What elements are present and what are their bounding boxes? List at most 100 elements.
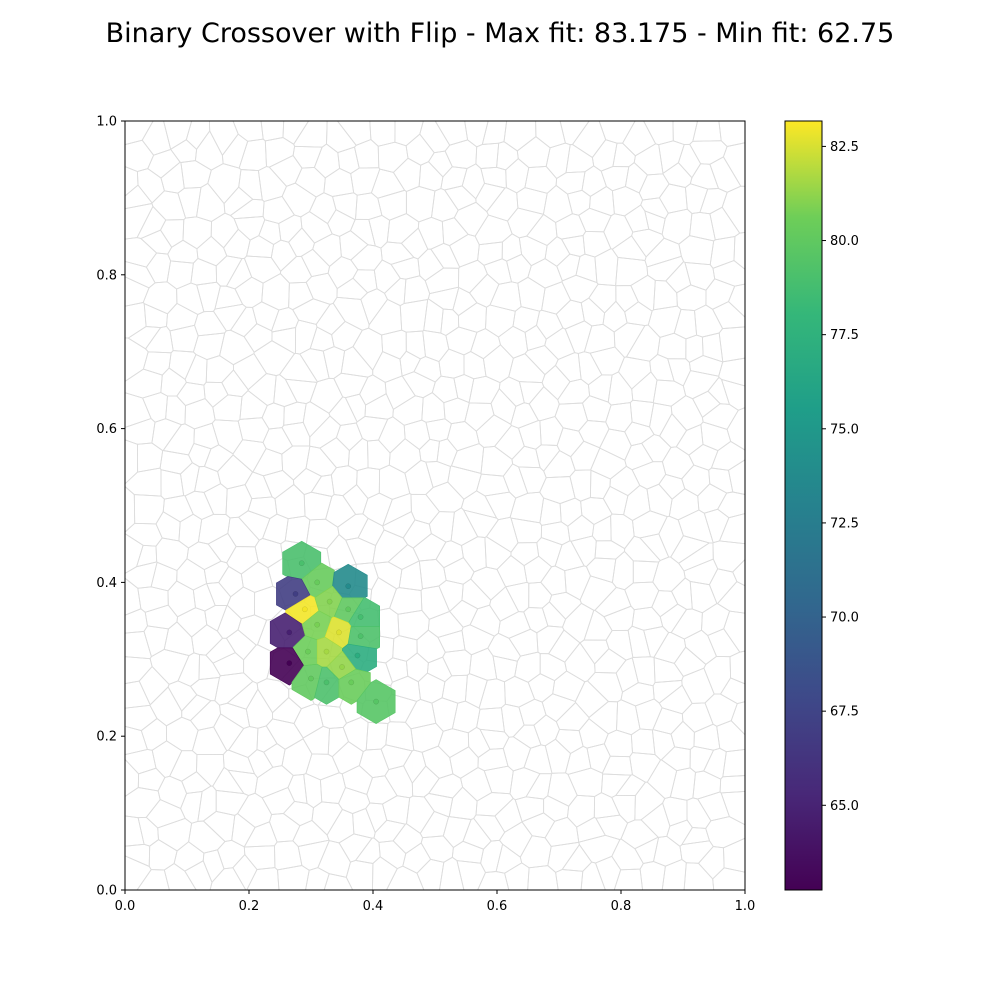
background-cell <box>229 198 265 220</box>
background-cell <box>425 481 465 513</box>
background-cell <box>264 137 296 168</box>
background-cell <box>223 228 251 260</box>
background-cell <box>721 185 745 234</box>
background-cell <box>327 209 356 237</box>
background-cell <box>145 325 174 354</box>
background-cell <box>709 206 741 241</box>
background-cell <box>176 607 208 638</box>
background-cell <box>697 483 728 514</box>
data-point <box>305 648 311 655</box>
background-cell <box>524 324 547 352</box>
background-cell <box>317 704 348 729</box>
background-cell <box>309 415 342 449</box>
background-cell <box>475 142 500 169</box>
data-point <box>357 633 364 640</box>
background-cell <box>478 678 506 710</box>
data-point <box>348 679 355 686</box>
data-point <box>323 648 330 655</box>
background-cell <box>701 403 739 430</box>
background-cell <box>624 581 660 611</box>
background-cell <box>566 794 596 828</box>
background-cell <box>555 299 585 330</box>
background-cell <box>536 625 565 655</box>
background-cell <box>665 261 692 294</box>
y-tick-label: 1.0 <box>96 115 117 130</box>
background-cell <box>160 161 185 194</box>
background-cell <box>670 720 695 750</box>
background-cell <box>360 288 389 326</box>
background-cell <box>411 765 440 798</box>
background-cell <box>545 142 571 180</box>
background-cell <box>251 301 280 332</box>
background-cell <box>136 168 165 204</box>
background-cell <box>661 446 695 480</box>
background-cell <box>667 358 691 387</box>
background-cell <box>692 121 722 142</box>
background-cell <box>339 230 369 261</box>
background-cell <box>501 233 523 262</box>
background-cell <box>377 141 409 173</box>
background-cell <box>603 213 634 250</box>
background-cell <box>166 302 199 332</box>
background-cell <box>243 821 278 848</box>
background-cell <box>260 121 285 142</box>
background-cell <box>615 256 649 287</box>
background-cell <box>709 156 742 193</box>
background-cell <box>448 233 480 268</box>
background-cell <box>564 320 593 354</box>
background-cell <box>718 326 745 363</box>
background-cell <box>681 667 715 704</box>
background-cell <box>380 241 415 265</box>
background-cell <box>425 461 452 489</box>
background-cell <box>186 541 222 571</box>
background-cell <box>688 355 724 377</box>
background-cell <box>431 697 459 732</box>
background-cell <box>382 510 416 539</box>
background-cell <box>284 378 318 405</box>
background-cell <box>405 133 435 166</box>
background-cell <box>145 799 186 829</box>
background-cell <box>143 625 170 658</box>
background-cell <box>261 402 285 430</box>
background-cell <box>311 801 343 836</box>
fitness-points <box>286 560 379 705</box>
background-cell <box>202 849 225 884</box>
background-cell <box>335 422 363 452</box>
background-cell <box>570 535 597 568</box>
background-cell <box>688 443 719 471</box>
background-cell <box>580 497 613 526</box>
background-cell <box>693 723 721 751</box>
background-cell <box>336 121 372 146</box>
background-cell <box>245 688 274 729</box>
background-cell <box>378 840 407 870</box>
background-cell <box>510 542 540 567</box>
background-cell <box>631 656 656 687</box>
background-cell <box>630 728 656 756</box>
background-cell <box>302 725 330 755</box>
background-cell <box>453 201 489 237</box>
background-cell <box>319 772 346 804</box>
background-cell <box>559 497 583 527</box>
background-cell <box>720 378 745 411</box>
background-cell <box>312 233 342 268</box>
background-cell <box>659 412 688 448</box>
background-cell <box>554 540 585 572</box>
background-cell <box>639 533 670 562</box>
background-cell <box>496 554 528 588</box>
background-cell <box>157 817 193 852</box>
background-cell <box>182 216 212 250</box>
background-cell <box>477 241 503 266</box>
background-cell <box>508 353 546 384</box>
background-cell <box>464 402 495 432</box>
background-cell <box>338 833 373 863</box>
background-cell <box>377 416 406 454</box>
background-cell <box>243 845 276 870</box>
data-point <box>326 598 333 605</box>
background-cell <box>512 724 542 749</box>
background-cell <box>390 256 421 280</box>
fitness-cell <box>291 663 323 701</box>
background-cell <box>167 580 196 618</box>
background-cell <box>638 173 670 201</box>
background-cell <box>555 869 584 890</box>
background-cell <box>217 454 254 490</box>
